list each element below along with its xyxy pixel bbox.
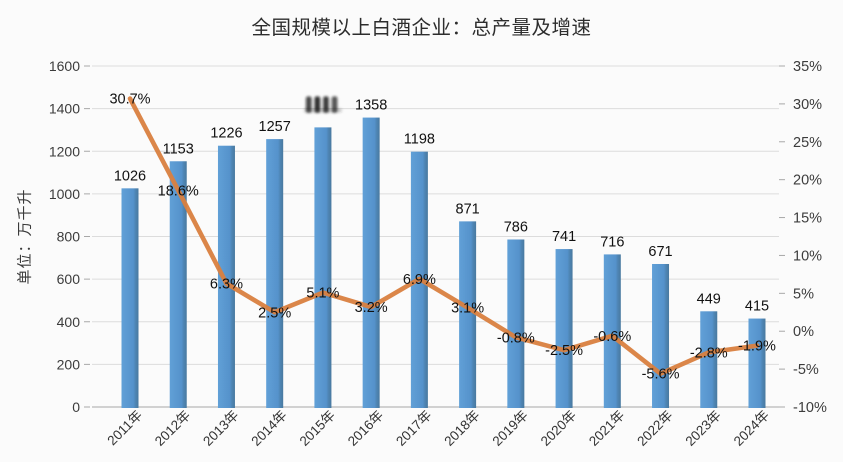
growth-rate-label: -0.6% <box>593 329 631 345</box>
growth-rate-label: 3.2% <box>355 300 388 316</box>
bar-value-label: 786 <box>504 219 528 235</box>
right-axis-tick-label: 25% <box>793 135 822 151</box>
growth-rate-label: 5.1% <box>306 286 339 302</box>
x-axis-label-2021: 2021年 <box>586 408 627 449</box>
bar-value-label: 415 <box>745 299 769 315</box>
bar-value-label: 871 <box>456 201 480 217</box>
watermark-smear <box>303 108 342 113</box>
gridlines <box>92 65 779 408</box>
growth-rate-label: -0.8% <box>497 330 535 346</box>
bar-2011年 <box>121 188 139 408</box>
bar-value-label: 741 <box>552 229 576 245</box>
x-axis-label-2019: 2019年 <box>490 408 531 449</box>
left-axis-tick-label: 1200 <box>49 143 80 159</box>
right-axis-tick-label: -10% <box>793 400 827 416</box>
left-axis: 1600 1400 1200 1000 800 600 400 200 0 <box>49 58 90 415</box>
bar-value-label: 1257 <box>259 119 291 135</box>
right-axis-tick-label: 0% <box>793 324 814 340</box>
bar-2015年 <box>314 127 332 408</box>
bar-2021年 <box>603 254 621 408</box>
x-axis-label-2016: 2016年 <box>345 408 386 449</box>
growth-rate-label: 2.5% <box>258 305 291 321</box>
growth-rate-label: -2.5% <box>545 343 583 359</box>
bar-2020年 <box>555 249 573 408</box>
bar-value-label: 1226 <box>210 126 242 142</box>
left-axis-tick-label: 600 <box>57 271 81 287</box>
left-axis-tick-label: 1000 <box>49 186 80 202</box>
bar-value-label: 449 <box>697 291 721 307</box>
growth-rate-label: 3.1% <box>451 301 484 317</box>
bar-value-label: 671 <box>648 244 672 260</box>
right-axis: 35% 30% 25% 20% 15% 10% 5% 0% -5% -10% <box>779 59 827 416</box>
growth-rate-label: -1.9% <box>738 339 776 355</box>
bar-2019年 <box>507 239 525 408</box>
bar-2016年 <box>362 117 380 409</box>
x-axis-label-2024: 2024年 <box>731 408 772 449</box>
bar-2024年 <box>748 318 766 408</box>
x-axis-label-2015: 2015年 <box>297 408 338 449</box>
growth-rate-label: -5.6% <box>642 367 680 383</box>
right-axis-tick-label: -5% <box>793 362 819 378</box>
bar-value-label: 1198 <box>404 132 435 148</box>
x-axis-label-2017: 2017年 <box>393 408 434 449</box>
right-axis-tick-label: 10% <box>793 248 822 264</box>
growth-rate-label: 6.3% <box>210 276 243 292</box>
bar-2014年 <box>266 139 284 408</box>
bar-value-label: 1026 <box>114 168 146 184</box>
chart-title: 全国规模以上白酒企业：总产量及增速 <box>251 17 592 39</box>
bar-2023年 <box>700 311 718 408</box>
x-axis-label-2023: 2023年 <box>682 408 723 449</box>
x-axis-labels: 2011年 2012年 2013年 2014年 2015年 2016年 2017年 2018年… <box>104 408 772 449</box>
watermark-smudge-icon <box>303 96 342 113</box>
left-axis-tick-label: 200 <box>57 356 81 372</box>
bars <box>121 117 766 409</box>
left-axis-tick-label: 400 <box>57 314 81 330</box>
bar-2012年 <box>169 161 187 408</box>
x-axis-label-2018: 2018年 <box>441 408 482 449</box>
x-axis-label-2014: 2014年 <box>248 408 289 449</box>
bar-value-label: 1153 <box>163 141 194 157</box>
left-axis-tick-label: 0 <box>72 399 80 415</box>
right-axis-tick-label: 30% <box>793 97 822 113</box>
x-axis-label-2020: 2020年 <box>538 408 579 449</box>
right-axis-tick-label: 20% <box>793 173 822 189</box>
x-axis-label-2011: 2011年 <box>104 408 145 449</box>
bar-2018年 <box>459 221 477 408</box>
left-axis-tick-label: 1600 <box>49 58 80 74</box>
bar-value-label: 1358 <box>355 98 387 114</box>
x-axis-label-2013: 2013年 <box>200 408 241 449</box>
bar-2022年 <box>652 263 670 408</box>
growth-line <box>127 96 760 377</box>
bar-value-labels: 1026 1153 1226 1257 1358 1198 871 786 741 716 671 4… <box>114 98 769 315</box>
right-axis-tick-label: 15% <box>793 211 822 227</box>
growth-rate-label: 6.9% <box>403 272 436 288</box>
growth-line-path <box>127 96 760 377</box>
growth-line-labels: 30.7%18.6%6.3%2.5%5.1%3.2%6.9%3.1%-0.8%-… <box>109 92 776 383</box>
x-axis-label-2022: 2022年 <box>634 408 675 449</box>
growth-rate-label: -2.8% <box>690 345 728 361</box>
bar-value-label: 716 <box>600 234 624 250</box>
bar-2013年 <box>217 145 235 409</box>
growth-rate-label: 30.7% <box>109 92 150 108</box>
x-axis-label-2012: 2012年 <box>152 408 193 449</box>
left-axis-tick-label: 1400 <box>49 101 80 117</box>
right-axis-tick-label: 35% <box>793 59 822 75</box>
growth-rate-label: 18.6% <box>158 183 199 199</box>
left-axis-tick-label: 800 <box>57 229 81 245</box>
right-axis-tick-label: 5% <box>793 286 814 302</box>
